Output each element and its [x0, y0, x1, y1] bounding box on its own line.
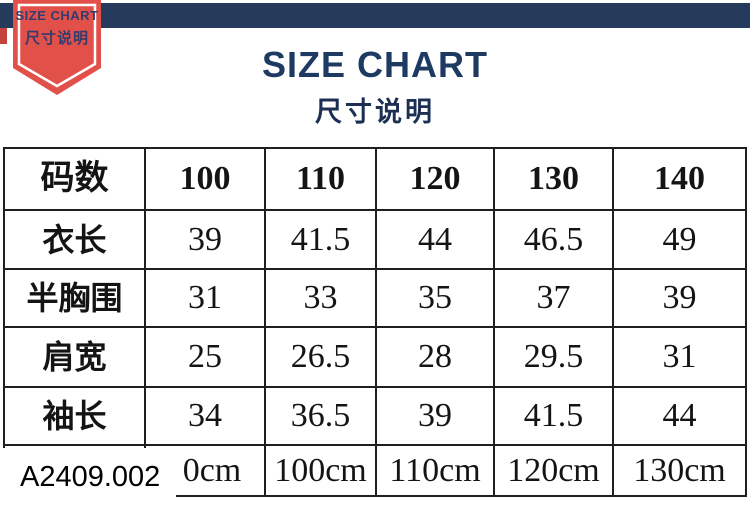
page-title: SIZE CHART [262, 44, 488, 85]
product-code: A2409.002 [20, 460, 161, 493]
row-label-cell: 肩宽 [3, 326, 146, 388]
table-row: 袖长 34 36.5 39 41.5 44 [3, 386, 747, 446]
value-cell: 49 [612, 209, 747, 270]
value-cell: 36.5 [264, 386, 377, 446]
value-cell: 130cm [612, 444, 747, 497]
value-cell: 37 [493, 268, 614, 328]
value-cell: 41.5 [493, 386, 614, 446]
row-label-cell: 码数 [3, 147, 146, 211]
ribbon-fold [0, 28, 7, 44]
table-row: 半胸围 31 33 35 37 39 [3, 268, 747, 328]
value-cell: 26.5 [264, 326, 377, 388]
table-row: 衣长 39 41.5 44 46.5 49 [3, 209, 747, 270]
value-cell: 110cm [375, 444, 495, 497]
value-cell: 34 [144, 386, 266, 446]
value-cell: 31 [612, 326, 747, 388]
value-cell: 110 [264, 147, 377, 211]
value-cell: 39 [375, 386, 495, 446]
size-table: 码数 100 110 120 130 140 衣长 39 41.5 44 46.5 49 半胸围 31 33… [3, 147, 747, 497]
value-cell: 25 [144, 326, 266, 388]
value-cell: 44 [612, 386, 747, 446]
product-code-overlay: A2409.002 [0, 448, 176, 506]
value-cell: 120cm [493, 444, 614, 497]
ribbon-subtitle: 尺寸说明 [24, 30, 89, 47]
value-cell: 35 [375, 268, 495, 328]
ribbon-title: SIZE CHART [15, 8, 99, 23]
value-cell: 41.5 [264, 209, 377, 270]
ribbon-banner-icon [13, 0, 101, 95]
table-header-row: 码数 100 110 120 130 140 [3, 147, 747, 211]
value-cell: 44 [375, 209, 495, 270]
table-row: 肩宽 25 26.5 28 29.5 31 [3, 326, 747, 388]
row-label-cell: 袖长 [3, 386, 146, 446]
value-cell: 100cm [264, 444, 377, 497]
page-subtitle: 尺寸说明 [315, 97, 435, 127]
value-cell: 130 [493, 147, 614, 211]
top-navy-bar [0, 3, 750, 28]
value-cell: 120 [375, 147, 495, 211]
value-cell: 29.5 [493, 326, 614, 388]
size-table-body: 码数 100 110 120 130 140 衣长 39 41.5 44 46.5 49 半胸围 31 33… [3, 147, 747, 497]
value-cell: 100 [144, 147, 266, 211]
size-chart-ribbon-badge: SIZE CHART 尺寸说明 [13, 0, 101, 98]
value-cell: 140 [612, 147, 747, 211]
value-cell: 33 [264, 268, 377, 328]
value-cell: 31 [144, 268, 266, 328]
row-label-cell: 衣长 [3, 209, 146, 270]
value-cell: 46.5 [493, 209, 614, 270]
value-cell: 39 [144, 209, 266, 270]
value-cell: 28 [375, 326, 495, 388]
value-cell: 39 [612, 268, 747, 328]
row-label-cell: 半胸围 [3, 268, 146, 328]
